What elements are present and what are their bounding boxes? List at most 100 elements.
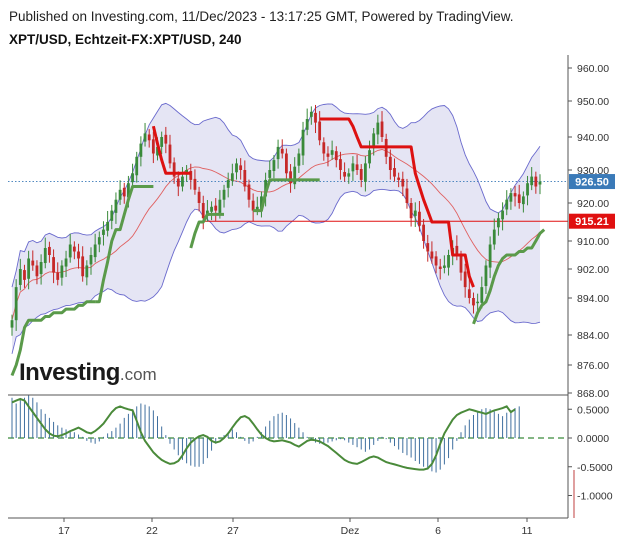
candle [480,287,484,303]
candle [517,194,521,203]
candle [114,199,118,213]
candle [343,171,346,177]
candle [501,210,504,220]
supertrend-up-line [189,212,224,249]
supertrend-up-line [253,178,320,213]
candle [413,210,417,216]
candle [214,205,218,211]
candle [363,163,367,182]
candle [72,246,76,252]
supertrend-down-line [319,117,475,288]
candle [513,193,517,197]
candle [27,258,31,279]
symbol-title: XPT/USD, Echtzeit-FX:XPT/USD, 240 [9,32,242,47]
candle [43,248,47,264]
candle [301,129,305,156]
candle [476,301,480,304]
candle [380,121,384,137]
candle [430,251,434,259]
candle [131,173,134,183]
candle [376,122,380,135]
candle [230,173,234,181]
time-tick-label: 27 [227,525,239,537]
candle [235,163,238,173]
candle [314,112,317,123]
candle [93,244,97,258]
candle [127,183,130,198]
candle [355,164,359,170]
candle [201,203,205,219]
candle [197,191,201,203]
bollinger-upper-line [11,102,541,288]
candle [284,153,288,174]
oscillator-tick-label: -0.5000 [577,462,613,474]
candle [122,187,126,197]
candle [434,256,438,266]
candle [247,184,251,200]
candle [280,148,284,154]
candle [251,200,255,211]
candle [164,134,168,144]
candle [106,222,110,231]
candle [455,245,459,255]
candle [39,262,43,275]
candle [467,289,471,298]
candle [339,159,342,170]
candle [68,244,72,258]
candle [110,210,114,221]
supertrend-up-line [10,300,96,377]
candle [534,176,538,187]
price-tick-label: 950.00 [577,96,609,108]
candle [102,229,105,235]
candle [143,133,147,142]
candle [405,188,409,203]
candle [89,255,93,265]
candle [255,206,259,210]
candle [289,171,292,184]
candle [438,266,442,269]
price-tick-label: 894.00 [577,293,609,305]
supertrend-up-line [472,228,546,325]
candle [393,168,396,177]
time-tick-label: 11 [522,525,533,537]
candle [293,166,297,185]
current-price-tag-bg [569,174,615,190]
candle [359,169,363,180]
price-tick-label: 920.00 [577,198,609,210]
current-price-tag: 926.50 [575,177,609,189]
candle [81,256,85,277]
price-tick-label: 902.00 [577,264,609,276]
candle [397,177,401,180]
candle [447,255,450,268]
candle [210,206,213,212]
candle [147,134,151,141]
bollinger-basis-line [11,149,541,321]
candle [297,153,301,166]
candle [48,246,51,255]
candle [118,189,122,200]
candle [488,244,492,268]
candle [463,271,467,288]
time-tick-label: 22 [146,525,158,537]
candle [172,162,176,177]
candle [276,146,280,160]
candle [189,170,193,180]
candle [64,258,68,267]
candle [181,176,184,187]
logo-suffix: .com [119,365,157,384]
candle [85,265,89,278]
price-tick-label: 960.00 [577,63,609,75]
candle [77,251,80,259]
price-tick-label: 930.00 [577,165,609,177]
candle [497,218,500,228]
bollinger-band-fill [12,103,540,354]
candle [18,269,22,285]
level-price-tag: 915.21 [575,216,609,228]
candle [97,237,101,245]
candle [151,139,155,154]
candle [218,199,222,213]
candle [422,224,425,241]
price-tick-label: 876.00 [577,360,609,372]
candle [305,119,309,130]
